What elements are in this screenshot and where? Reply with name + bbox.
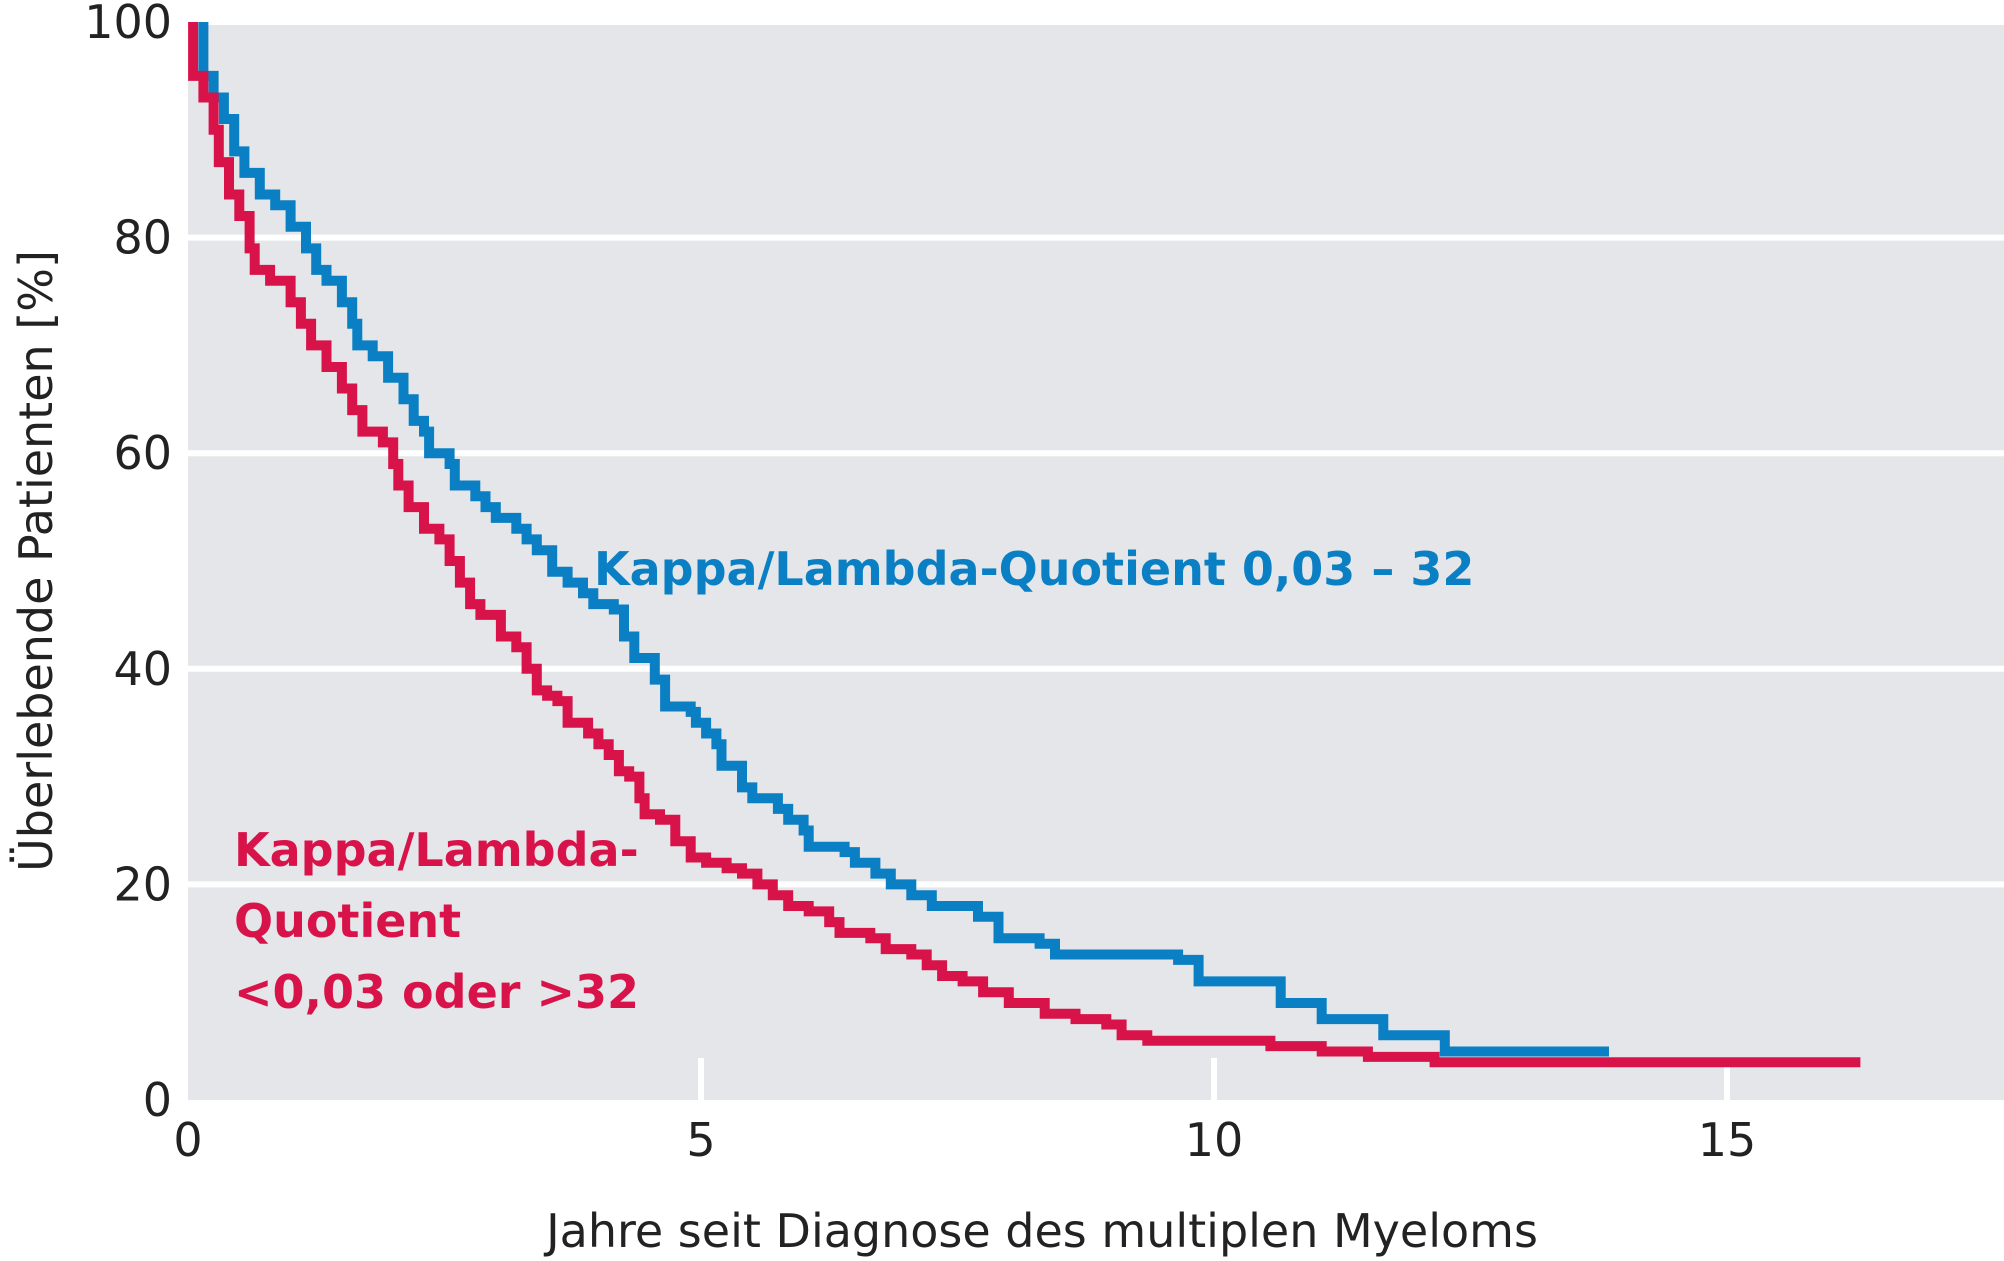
x-tick-label: 15 <box>1698 1113 1757 1167</box>
y-tick-labels: 0 20 40 60 80 100 <box>84 0 172 1127</box>
y-tick-label: 20 <box>113 857 172 911</box>
series-labels: Kappa/Lambda-Quotient 0,03 – 32 Kappa/Lam… <box>234 542 1474 1019</box>
series-label-1: Kappa/Lambda-Quotient 0,03 – 32 <box>594 542 1474 596</box>
y-tick-label: 80 <box>113 211 172 265</box>
series-line-2 <box>188 22 1861 1068</box>
x-axis-title: Jahre seit Diagnose des multiplen Myelom… <box>543 1204 1538 1258</box>
x-tick-label: 0 <box>173 1113 202 1167</box>
x-tick-labels: 0 5 10 15 <box>173 1113 1756 1167</box>
x-tick-label: 10 <box>1185 1113 1244 1167</box>
y-tick-label: 100 <box>84 0 172 49</box>
y-tick-label: 40 <box>113 642 172 696</box>
y-axis-title: Überlebende Patienten [%] <box>9 250 63 872</box>
series-lines <box>188 22 1861 1068</box>
series-label-2: Kappa/Lambda-Quotient <0,03 oder >32 <box>234 823 639 1019</box>
x-tick-label: 5 <box>686 1113 715 1167</box>
y-tick-label: 60 <box>113 426 172 480</box>
series-line-1 <box>198 22 1609 1057</box>
plot-area <box>188 22 2004 1100</box>
y-tick-label: 0 <box>143 1073 172 1127</box>
grid-lines <box>188 19 2004 1100</box>
